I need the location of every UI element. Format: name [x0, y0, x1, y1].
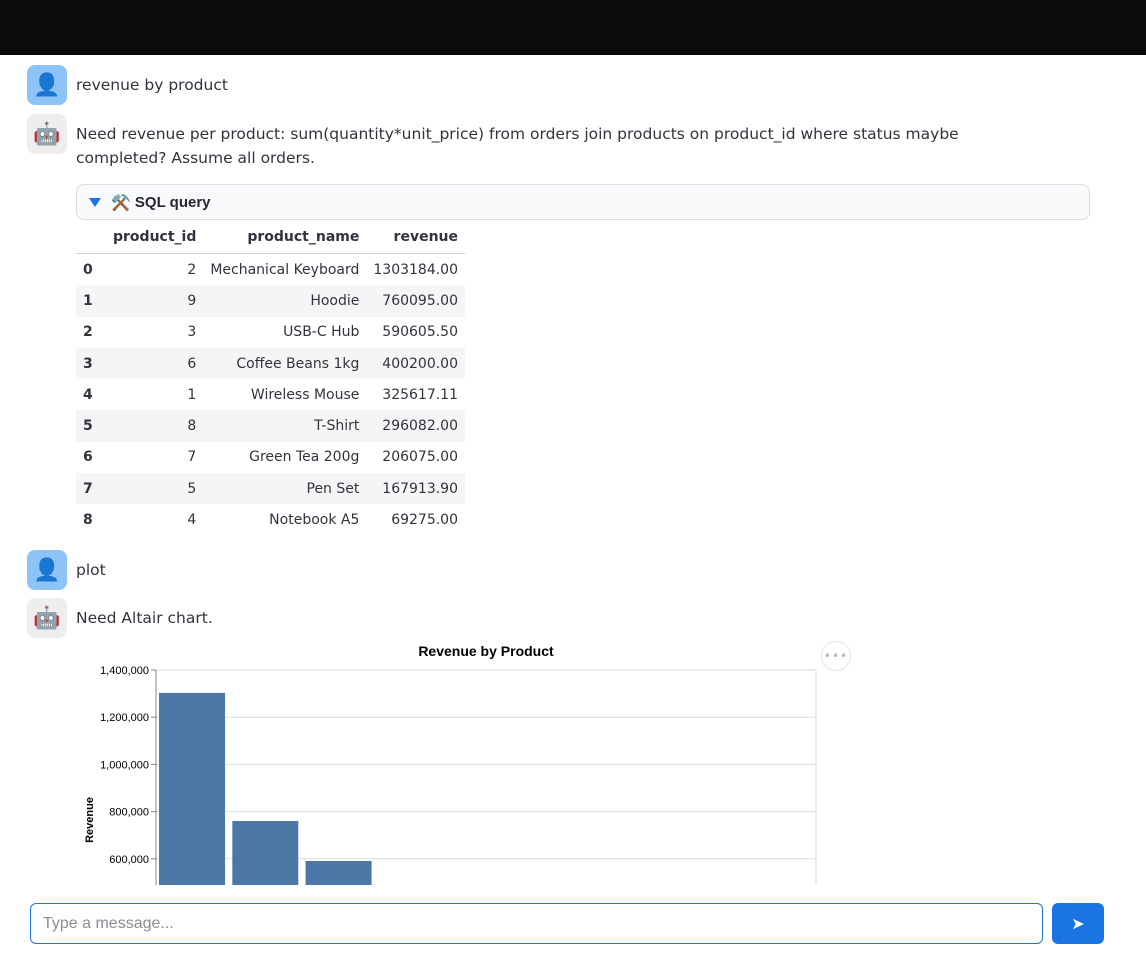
chart-title: Revenue by Product — [418, 643, 554, 659]
cell-product-id: 1 — [187, 386, 197, 403]
table-row[interactable]: 8 4 Notebook A5 69275.00 — [76, 504, 465, 535]
cell-product-id: 4 — [187, 512, 197, 529]
top-bar — [0, 0, 1146, 55]
cell-revenue: 206075.00 — [382, 449, 458, 466]
table-row[interactable]: 2 3 USB-C Hub 590605.50 — [76, 317, 465, 348]
cell-product-id: 5 — [106, 473, 204, 505]
table-row[interactable]: 0 2 Mechanical Keyboard 1303184.00 — [76, 254, 465, 286]
bar-chart-svg: Revenue by Product 1,400,000 1,200,000 1,00… — [84, 643, 817, 885]
row-index: 2 — [83, 324, 93, 341]
cell-product-id: 8 — [106, 410, 204, 442]
cell-product-id: 9 — [106, 285, 204, 317]
robot-avatar-icon: 🤖 — [27, 114, 67, 154]
column-header[interactable]: revenue — [366, 221, 465, 254]
cell-product-name: Green Tea 200g — [249, 449, 360, 466]
chart-menu-button[interactable]: ••• — [821, 641, 851, 671]
row-index: 4 — [83, 386, 93, 403]
table-row[interactable]: 3 6 Coffee Beans 1kg 400200.00 — [76, 347, 465, 380]
cell-product-name: Coffee Beans 1kg — [203, 347, 367, 380]
cell-product-id: 7 — [187, 449, 197, 466]
chat-area[interactable]: 👤 revenue by product 🤖 Need revenue per … — [0, 55, 1146, 885]
table-row[interactable]: 4 1 Wireless Mouse 325617.11 — [76, 379, 465, 410]
robot-avatar-icon: 🤖 — [27, 598, 67, 638]
caret-down-icon — [89, 197, 101, 207]
index-header — [76, 221, 106, 254]
column-header[interactable]: product_id — [106, 221, 204, 254]
row-index: 5 — [76, 410, 106, 442]
table-row[interactable]: 1 9 Hoodie 760095.00 — [76, 285, 465, 317]
table-row[interactable]: 6 7 Green Tea 200g 206075.00 — [76, 442, 465, 473]
row-index: 6 — [83, 449, 93, 466]
cell-revenue: 400200.00 — [366, 347, 465, 380]
y-tick-label: 1,000,000 — [100, 759, 149, 771]
user-message: plot — [76, 561, 106, 579]
user-avatar-icon: 👤 — [27, 550, 67, 590]
cell-revenue: 760095.00 — [366, 285, 465, 317]
expander-title: SQL query — [134, 193, 211, 211]
y-tick-label: 600,000 — [109, 854, 149, 866]
assistant-message: Need revenue per product: sum(quantity*u… — [76, 125, 959, 167]
results-table[interactable]: product_id product_name revenue 0 2 Mechan… — [76, 221, 465, 536]
cell-product-name: Wireless Mouse — [250, 386, 360, 403]
cell-revenue: 1303184.00 — [373, 261, 458, 278]
row-index: 1 — [76, 285, 106, 317]
y-tick-label: 800,000 — [109, 807, 149, 819]
send-icon: ➤ — [1071, 914, 1085, 933]
sql-query-expander[interactable]: ⚒️ SQL query — [76, 184, 1090, 220]
bar — [305, 861, 372, 885]
bar — [159, 692, 225, 885]
cell-product-name: Pen Set — [203, 473, 367, 505]
cell-product-id: 6 — [106, 347, 204, 380]
cell-revenue: 69275.00 — [391, 512, 458, 529]
column-header[interactable]: product_name — [203, 221, 367, 254]
cell-revenue: 590605.50 — [382, 324, 458, 341]
cell-product-name: USB-C Hub — [283, 324, 360, 341]
hammer-pick-icon: ⚒️ — [111, 192, 131, 212]
cell-product-id: 3 — [187, 324, 197, 341]
row-index: 7 — [76, 473, 106, 505]
send-button[interactable]: ➤ — [1052, 903, 1104, 944]
row-index: 3 — [76, 347, 106, 380]
y-tick-label: 1,400,000 — [100, 665, 149, 677]
cell-product-name: T-Shirt — [203, 410, 367, 442]
user-avatar-icon: 👤 — [27, 65, 67, 105]
table-row[interactable]: 7 5 Pen Set 167913.90 — [76, 473, 465, 505]
row-index: 8 — [83, 512, 93, 529]
cell-revenue: 325617.11 — [382, 386, 458, 403]
table-row[interactable]: 5 8 T-Shirt 296082.00 — [76, 410, 465, 442]
table-header-row: product_id product_name revenue — [76, 221, 465, 254]
bar — [232, 821, 299, 885]
cell-revenue: 296082.00 — [366, 410, 465, 442]
cell-product-name: Hoodie — [203, 285, 367, 317]
composer: ➤ — [0, 885, 1146, 954]
y-axis-label: Revenue — [84, 797, 96, 843]
row-index: 0 — [83, 261, 93, 278]
cell-product-name: Mechanical Keyboard — [210, 261, 360, 278]
message-input[interactable] — [30, 903, 1043, 944]
y-tick-label: 1,200,000 — [100, 712, 149, 724]
assistant-message: Need Altair chart. — [76, 609, 213, 627]
cell-product-name: Notebook A5 — [269, 512, 360, 529]
revenue-chart: Revenue by Product 1,400,000 1,200,000 1,00… — [76, 640, 856, 885]
cell-product-id: 2 — [187, 261, 197, 278]
user-message: revenue by product — [76, 76, 228, 94]
cell-revenue: 167913.90 — [366, 473, 465, 505]
